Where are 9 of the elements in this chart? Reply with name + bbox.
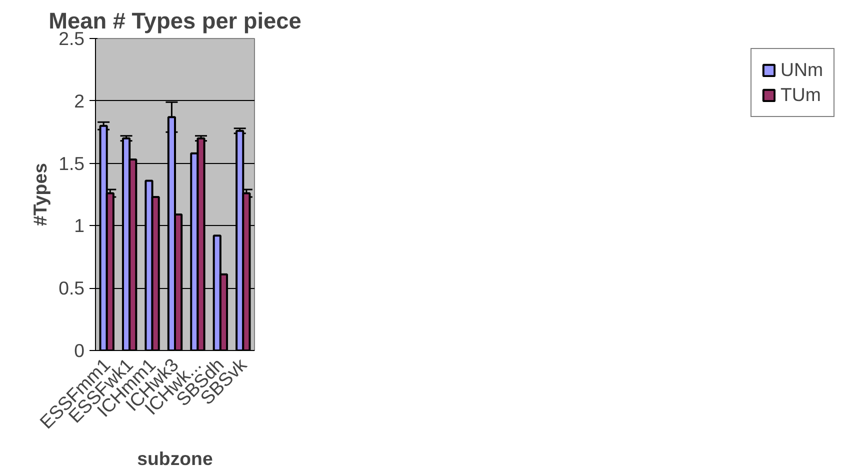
y-tick-label: 1 [74, 215, 85, 236]
legend-label: TUm [780, 84, 821, 106]
y-tick-label: 0.5 [58, 278, 85, 299]
legend-label: UNm [780, 59, 823, 81]
y-tick-label: 2 [74, 90, 85, 112]
y-axis-title: #Types [30, 163, 51, 226]
x-axis-title: subzone [137, 448, 213, 470]
y-tick-label: 1.5 [58, 152, 85, 174]
y-tick-label: 0 [74, 340, 85, 361]
